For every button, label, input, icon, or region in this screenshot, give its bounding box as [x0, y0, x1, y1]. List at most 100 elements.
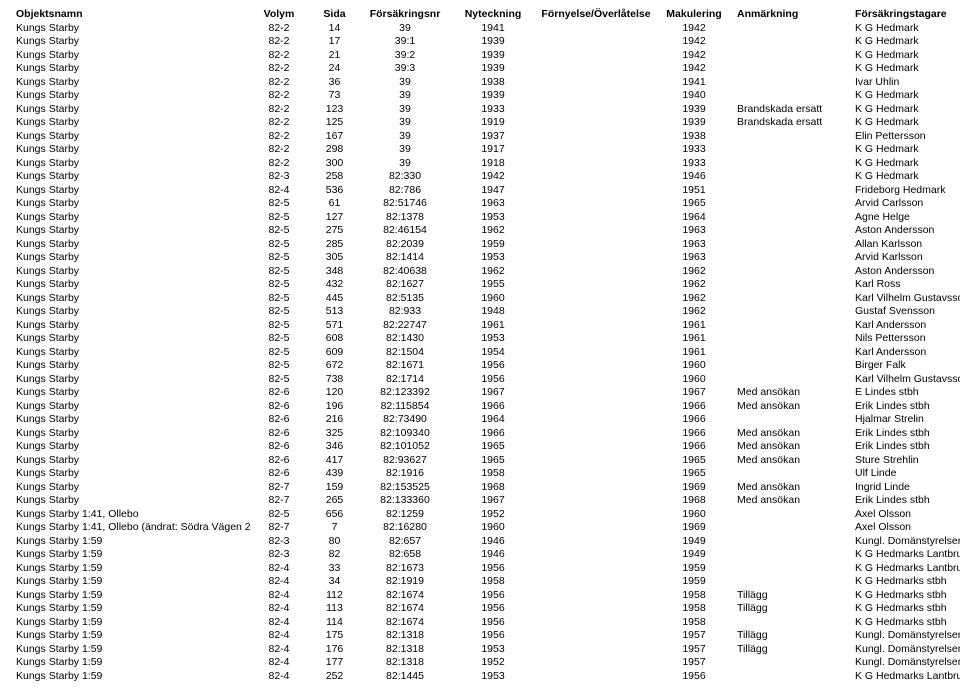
- table-row: Kungs Starby82-544582:513519601962Karl V…: [12, 292, 960, 306]
- cell-volym: 82-2: [250, 35, 308, 49]
- cell-makulering: 1968: [655, 494, 733, 508]
- cell-makulering: 1946: [655, 170, 733, 184]
- table-row: Kungs Starby 1:5982-43382:167319561959K …: [12, 562, 960, 576]
- cell-nyteckning: 1947: [449, 184, 537, 198]
- cell-anmarkning: Tillägg: [733, 589, 851, 603]
- cell-nyteckning: 1962: [449, 265, 537, 279]
- cell-forsakringsnr: 82:1318: [361, 656, 449, 670]
- cell-anmarkning: Med ansökan: [733, 454, 851, 468]
- cell-objektsnamn: Kungs Starby 1:59: [12, 670, 250, 684]
- cell-sida: 196: [308, 400, 361, 414]
- cell-volym: 82-5: [250, 211, 308, 225]
- cell-sida: 114: [308, 616, 361, 630]
- cell-makulering: 1949: [655, 535, 733, 549]
- cell-makulering: 1933: [655, 157, 733, 171]
- cell-nyteckning: 1956: [449, 616, 537, 630]
- cell-anmarkning: [733, 62, 851, 76]
- cell-forsakringsnr: 82:1318: [361, 629, 449, 643]
- cell-forsakringstagare: K G Hedmark: [851, 89, 960, 103]
- cell-sida: 445: [308, 292, 361, 306]
- cell-anmarkning: [733, 184, 851, 198]
- cell-nyteckning: 1958: [449, 575, 537, 589]
- cell-forsakringsnr: 82:1919: [361, 575, 449, 589]
- table-row: Kungs Starby 1:5982-411382:167419561958T…: [12, 602, 960, 616]
- cell-forsakringsnr: 39: [361, 157, 449, 171]
- table-row: Kungs Starby82-643982:191619581965Ulf Li…: [12, 467, 960, 481]
- table-row: Kungs Starby82-23003919181933K G Hedmark: [12, 157, 960, 171]
- cell-makulering: 1933: [655, 143, 733, 157]
- cell-objektsnamn: Kungs Starby: [12, 265, 250, 279]
- cell-anmarkning: Med ansökan: [733, 494, 851, 508]
- cell-forsakringstagare: Karl Andersson: [851, 346, 960, 360]
- cell-forsakringstagare: Ulf Linde: [851, 467, 960, 481]
- cell-anmarkning: [733, 22, 851, 36]
- cell-forsakringstagare: K G Hedmarks stbh: [851, 602, 960, 616]
- cell-sida: 82: [308, 548, 361, 562]
- cell-objektsnamn: Kungs Starby: [12, 197, 250, 211]
- cell-sida: 14: [308, 22, 361, 36]
- cell-forsakringsnr: 82:115854: [361, 400, 449, 414]
- cell-nyteckning: 1956: [449, 602, 537, 616]
- cell-fornyelse: [537, 589, 655, 603]
- cell-anmarkning: [733, 359, 851, 373]
- cell-forsakringstagare: Nils Pettersson: [851, 332, 960, 346]
- cell-forsakringstagare: K G Hedmarks stbh: [851, 616, 960, 630]
- cell-forsakringstagare: Karl Andersson: [851, 319, 960, 333]
- table-row: Kungs Starby82-641782:9362719651965Med a…: [12, 454, 960, 468]
- table-row: Kungs Starby82-22983919171933K G Hedmark: [12, 143, 960, 157]
- cell-makulering: 1942: [655, 22, 733, 36]
- cell-anmarkning: Brandskada ersatt: [733, 103, 851, 117]
- cell-objektsnamn: Kungs Starby: [12, 130, 250, 144]
- table-row: Kungs Starby82-634682:10105219651966Med …: [12, 440, 960, 454]
- cell-volym: 82-5: [250, 346, 308, 360]
- cell-sida: 300: [308, 157, 361, 171]
- cell-objektsnamn: Kungs Starby: [12, 170, 250, 184]
- cell-nyteckning: 1960: [449, 521, 537, 535]
- cell-anmarkning: [733, 157, 851, 171]
- cell-makulering: 1939: [655, 116, 733, 130]
- cell-nyteckning: 1952: [449, 656, 537, 670]
- cell-forsakringstagare: K G Hedmark: [851, 157, 960, 171]
- cell-makulering: 1960: [655, 373, 733, 387]
- cell-fornyelse: [537, 22, 655, 36]
- cell-volym: 82-4: [250, 670, 308, 684]
- cell-anmarkning: [733, 292, 851, 306]
- cell-forsakringsnr: 82:657: [361, 535, 449, 549]
- cell-volym: 82-4: [250, 616, 308, 630]
- cell-objektsnamn: Kungs Starby: [12, 305, 250, 319]
- cell-anmarkning: [733, 143, 851, 157]
- header-makulering: Makulering: [655, 8, 733, 22]
- cell-sida: 216: [308, 413, 361, 427]
- cell-volym: 82-5: [250, 305, 308, 319]
- cell-forsakringsnr: 82:40638: [361, 265, 449, 279]
- cell-sida: 258: [308, 170, 361, 184]
- cell-forsakringstagare: Birger Falk: [851, 359, 960, 373]
- cell-nyteckning: 1919: [449, 116, 537, 130]
- cell-nyteckning: 1965: [449, 440, 537, 454]
- cell-forsakringstagare: Axel Olsson: [851, 521, 960, 535]
- cell-sida: 123: [308, 103, 361, 117]
- cell-nyteckning: 1938: [449, 76, 537, 90]
- cell-forsakringstagare: Elin Pettersson: [851, 130, 960, 144]
- cell-makulering: 1960: [655, 359, 733, 373]
- cell-sida: 265: [308, 494, 361, 508]
- cell-fornyelse: [537, 265, 655, 279]
- cell-objektsnamn: Kungs Starby: [12, 319, 250, 333]
- cell-forsakringstagare: Axel Olsson: [851, 508, 960, 522]
- cell-makulering: 1961: [655, 346, 733, 360]
- cell-forsakringsnr: 82:51746: [361, 197, 449, 211]
- cell-forsakringsnr: 39:3: [361, 62, 449, 76]
- table-row: Kungs Starby82-325882:33019421946K G Hed…: [12, 170, 960, 184]
- cell-makulering: 1965: [655, 454, 733, 468]
- cell-nyteckning: 1937: [449, 130, 537, 144]
- cell-objektsnamn: Kungs Starby: [12, 184, 250, 198]
- cell-objektsnamn: Kungs Starby 1:41, Ollebo (ändrat: Södra…: [12, 521, 250, 535]
- cell-nyteckning: 1939: [449, 62, 537, 76]
- cell-forsakringstagare: Sture Strehlin: [851, 454, 960, 468]
- cell-objektsnamn: Kungs Starby 1:59: [12, 616, 250, 630]
- table-row: Kungs Starby 1:5982-43482:191919581959K …: [12, 575, 960, 589]
- cell-forsakringsnr: 82:109340: [361, 427, 449, 441]
- cell-volym: 82-5: [250, 265, 308, 279]
- cell-objektsnamn: Kungs Starby: [12, 373, 250, 387]
- cell-nyteckning: 1917: [449, 143, 537, 157]
